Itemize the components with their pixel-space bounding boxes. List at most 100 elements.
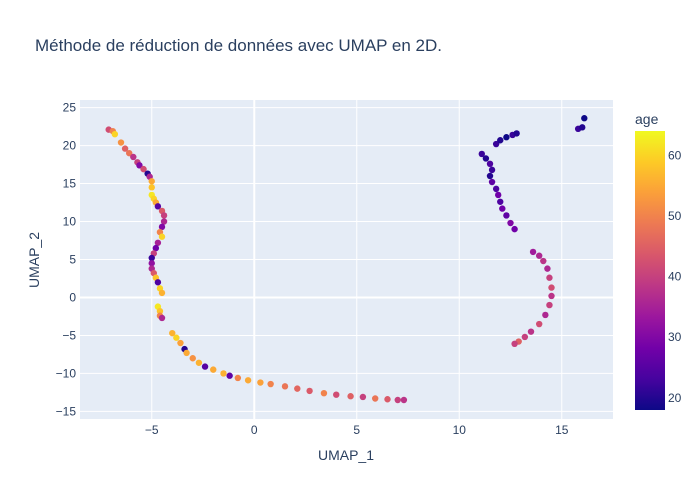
data-point [400,396,408,404]
x-tick-label: 15 [555,423,569,437]
x-tick-labels: −5 0 5 10 15 [145,423,569,437]
data-point [320,389,328,397]
data-point [154,279,162,286]
data-point [492,140,500,148]
data-point [546,301,553,309]
data-point [347,393,354,400]
data-point [486,160,494,167]
data-point [499,205,506,212]
data-point [548,284,555,291]
data-point [121,145,129,152]
data-point [160,212,168,219]
data-point [160,218,168,225]
y-tick-label: −10 [56,366,77,380]
y-tick-label: 10 [63,215,77,229]
colorbar [635,131,665,410]
data-point [177,339,184,347]
data-point [148,178,155,185]
data-point [488,166,496,174]
data-point [482,155,490,162]
x-axis-label: UMAP_1 [318,447,374,463]
data-point [527,328,535,335]
data-point [546,274,553,281]
x-tick-label: 5 [353,423,360,437]
data-point [210,366,217,373]
data-point [384,396,391,403]
data-point [492,185,500,193]
data-point [488,178,496,186]
data-point [169,329,176,337]
data-point [140,165,147,173]
data-point [152,244,160,252]
data-point [540,257,547,265]
data-point [544,265,551,272]
y-tick-label: 5 [69,253,76,267]
data-point [579,124,586,131]
data-point [148,254,155,262]
colorbar-title: age [635,111,659,127]
data-point [111,130,119,138]
data-point [497,198,504,205]
data-point [503,212,510,219]
y-axis-label: UMAP_2 [26,232,42,288]
data-point [189,355,196,362]
data-point [529,248,537,256]
x-tick-label: 10 [453,423,467,437]
scatter-points [105,115,588,404]
data-point [158,233,166,240]
data-point [158,223,166,231]
data-point [495,191,502,199]
data-point [173,334,180,341]
data-point [511,340,518,348]
data-point [503,134,510,141]
data-point [281,383,289,390]
colorbar-tick-label: 40 [668,270,682,284]
data-point [244,377,252,384]
data-point [136,162,143,169]
data-point [154,203,162,210]
data-point [126,149,133,157]
data-point [521,333,529,341]
data-point [306,387,313,395]
data-point [394,396,401,404]
data-point [257,379,264,386]
data-point [156,307,164,315]
data-point [511,225,518,233]
x-tick-label: 0 [251,423,258,437]
y-tick-label: 0 [69,290,76,304]
data-point [507,219,514,227]
data-point [158,289,166,297]
data-point [117,139,125,146]
data-point [486,172,494,180]
y-tick-label: 20 [63,139,77,153]
data-point [158,314,166,322]
x-tick-label: −5 [145,423,159,437]
data-point [148,260,155,267]
data-point [581,115,588,122]
data-point [497,137,504,144]
y-tick-label: 25 [63,101,77,115]
chart-title: Méthode de réduction de données avec UMA… [35,36,442,55]
data-point [513,130,520,137]
colorbar-tick-label: 60 [668,148,682,162]
colorbar-tick-labels: 20 30 40 50 60 [668,148,682,405]
grid-lines [80,100,613,419]
data-point [294,385,301,392]
data-point [220,370,227,377]
data-point [234,374,242,382]
data-point [195,359,203,366]
data-point [359,393,367,401]
y-tick-label: 15 [63,177,77,191]
data-point [333,391,340,398]
data-point [183,349,190,357]
data-point [372,395,379,402]
y-tick-label: −15 [56,404,77,418]
data-point [267,380,274,388]
data-point [536,320,543,328]
data-point [478,150,485,158]
y-tick-label: −5 [62,328,76,342]
y-tick-labels: −15 −10 −5 0 5 10 15 20 25 [56,101,77,419]
data-point [542,311,549,319]
data-point [548,292,555,300]
